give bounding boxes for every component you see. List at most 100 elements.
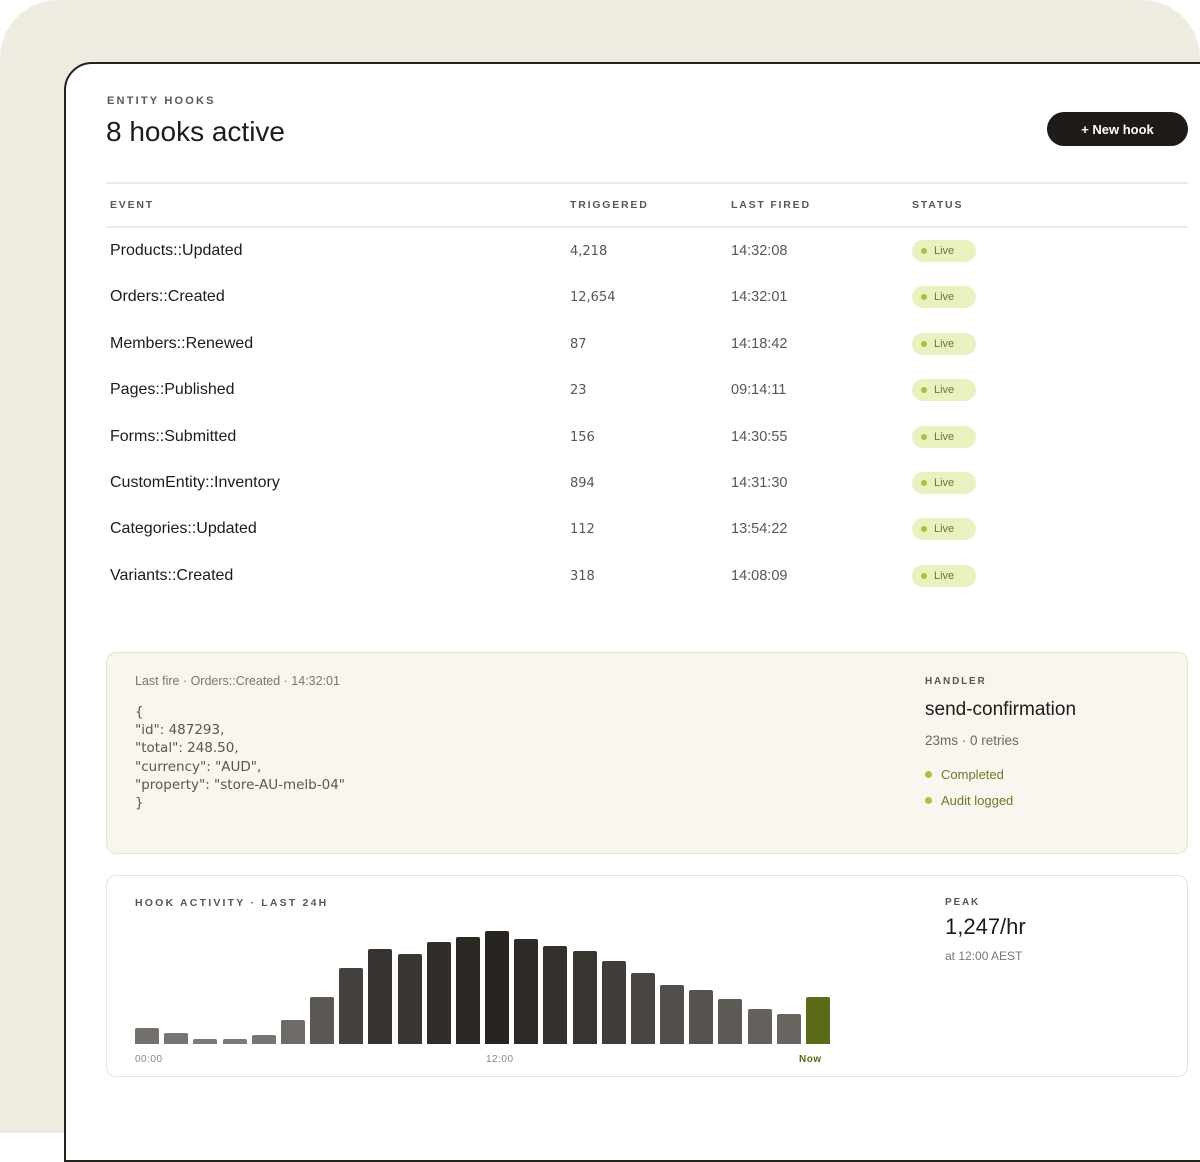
payload-line: "currency": "AUD", [135, 758, 262, 775]
status-label: Live [934, 291, 955, 304]
activity-bar [310, 997, 334, 1044]
activity-bar [280, 1020, 305, 1044]
triggered-count: 894 [570, 475, 595, 491]
status-dot-icon [921, 294, 927, 301]
column-header-status[interactable]: STATUS [912, 199, 964, 211]
status-dot-icon [921, 387, 927, 394]
activity-bar [514, 939, 539, 1044]
status-label: Live [934, 476, 955, 489]
status-label: Live [934, 569, 955, 582]
new-hook-button[interactable]: + New hook [1047, 112, 1188, 146]
status-label: Live [934, 523, 955, 536]
activity-chart [135, 926, 835, 1044]
triggered-count: 318 [570, 568, 595, 584]
activity-title: HOOK ACTIVITY · LAST 24H [135, 897, 329, 909]
triggered-count: 4,218 [570, 244, 608, 259]
payload-line: "total": 248.50, [135, 740, 239, 757]
triggered-count: 23 [570, 383, 587, 399]
last-fired-time: 14:30:55 [731, 428, 788, 445]
event-name: CustomEntity::Inventory [110, 473, 280, 491]
last-fired-time: 14:32:01 [731, 289, 788, 306]
status-dot-icon [925, 771, 932, 778]
event-name: Pages::Published [110, 381, 235, 399]
status-label: Live [934, 245, 955, 257]
last-fired-time: 14:08:09 [731, 567, 788, 584]
status-badge: Live [912, 471, 976, 494]
last-fired-time: 14:31:30 [731, 474, 788, 491]
handler-meta: 23ms · 0 retries [925, 733, 1019, 748]
activity-bar [339, 968, 364, 1044]
table-row[interactable]: Forms::Submitted 156 14:30:55 Live [106, 414, 1188, 460]
activity-panel: HOOK ACTIVITY · LAST 24H 00:00 12:00 Now… [106, 875, 1188, 1077]
activity-bar [222, 1039, 247, 1044]
activity-bar [193, 1039, 218, 1044]
status-badge: Live [912, 332, 976, 355]
status-dot-icon [921, 479, 927, 486]
status-dot-icon [925, 797, 932, 804]
activity-bar [572, 951, 597, 1044]
triggered-count: 12,654 [570, 290, 616, 306]
event-name: Members::Renewed [110, 334, 254, 352]
table-row[interactable]: Products::Updated 4,218 14:32:08 Live [106, 228, 1188, 274]
activity-bar [251, 1035, 276, 1044]
event-name: Categories::Updated [110, 520, 257, 538]
handler-eyebrow: HANDLER [925, 676, 987, 687]
check-completed: Completed [925, 767, 1004, 782]
triggered-count: 156 [570, 429, 595, 445]
last-fired-time: 14:32:08 [731, 243, 788, 259]
column-header-triggered[interactable]: TRIGGERED [570, 199, 649, 211]
handler-name: send-confirmation [925, 699, 1077, 720]
event-name: Variants::Created [110, 566, 234, 584]
status-dot-icon [921, 248, 927, 254]
table-row[interactable]: Variants::Created 318 14:08:09 Live [106, 553, 1188, 599]
payload-line: { [135, 704, 144, 720]
status-dot-icon [921, 340, 927, 347]
table-row[interactable]: CustomEntity::Inventory 894 14:31:30 Live [106, 460, 1188, 506]
check-label: Audit logged [941, 793, 1014, 808]
table-row[interactable]: Members::Renewed 87 14:18:42 Live [106, 321, 1188, 367]
activity-bar [426, 942, 451, 1044]
triggered-count: 112 [570, 522, 595, 538]
last-fired-time: 13:54:22 [731, 521, 788, 538]
status-dot-icon [921, 433, 927, 440]
x-tick-label: 12:00 [486, 1054, 514, 1065]
event-name: Forms::Submitted [110, 427, 237, 445]
status-badge: Live [912, 425, 976, 448]
status-dot-icon [921, 526, 927, 533]
x-tick-label-now: Now [799, 1054, 822, 1065]
table-row[interactable]: Orders::Created 12,654 14:32:01 Live [106, 274, 1188, 320]
status-label: Live [934, 384, 955, 397]
activity-bar [747, 1009, 772, 1044]
status-badge: Live [912, 564, 976, 587]
check-label: Completed [941, 767, 1004, 782]
status-badge: Live [912, 286, 976, 309]
activity-bar [543, 946, 568, 1044]
event-name: Orders::Created [110, 288, 225, 306]
status-badge: Live [912, 518, 976, 541]
event-name: Products::Updated [110, 242, 243, 259]
table-body: Products::Updated 4,218 14:32:08 Live Orders… [106, 228, 1188, 599]
activity-bar [601, 961, 626, 1044]
activity-bar [164, 1033, 189, 1044]
payload-json: { "id": 487293, "total": 248.50, "currency"… [135, 703, 345, 812]
activity-bar [368, 949, 393, 1044]
activity-bar [397, 954, 422, 1044]
peak-value: 1,247/hr [945, 914, 1026, 939]
column-header-last-fired[interactable]: LAST FIRED [731, 199, 811, 211]
activity-bar [630, 973, 655, 1044]
activity-bar [718, 999, 743, 1044]
table-row[interactable]: Categories::Updated 112 13:54:22 Live [106, 506, 1188, 552]
section-eyebrow: ENTITY HOOKS [107, 95, 216, 107]
table-header: EVENT TRIGGERED LAST FIRED STATUS [106, 182, 1188, 228]
last-fired-time: 09:14:11 [731, 382, 787, 399]
payload-line: "property": "store-AU-melb-04" [135, 776, 346, 793]
activity-bar [135, 1028, 159, 1044]
last-fire-label: Last fire · Orders::Created · 14:32:01 [135, 674, 340, 688]
status-badge: Live [912, 379, 976, 402]
table-row[interactable]: Pages::Published 23 09:14:11 Live [106, 367, 1188, 413]
activity-bar [485, 931, 509, 1044]
payload-line: "id": 487293, [135, 722, 225, 739]
column-header-event[interactable]: EVENT [110, 199, 155, 211]
app-screen: ENTITY HOOKS 8 hooks active + New hook E… [64, 62, 1200, 1162]
activity-bar [805, 997, 830, 1044]
